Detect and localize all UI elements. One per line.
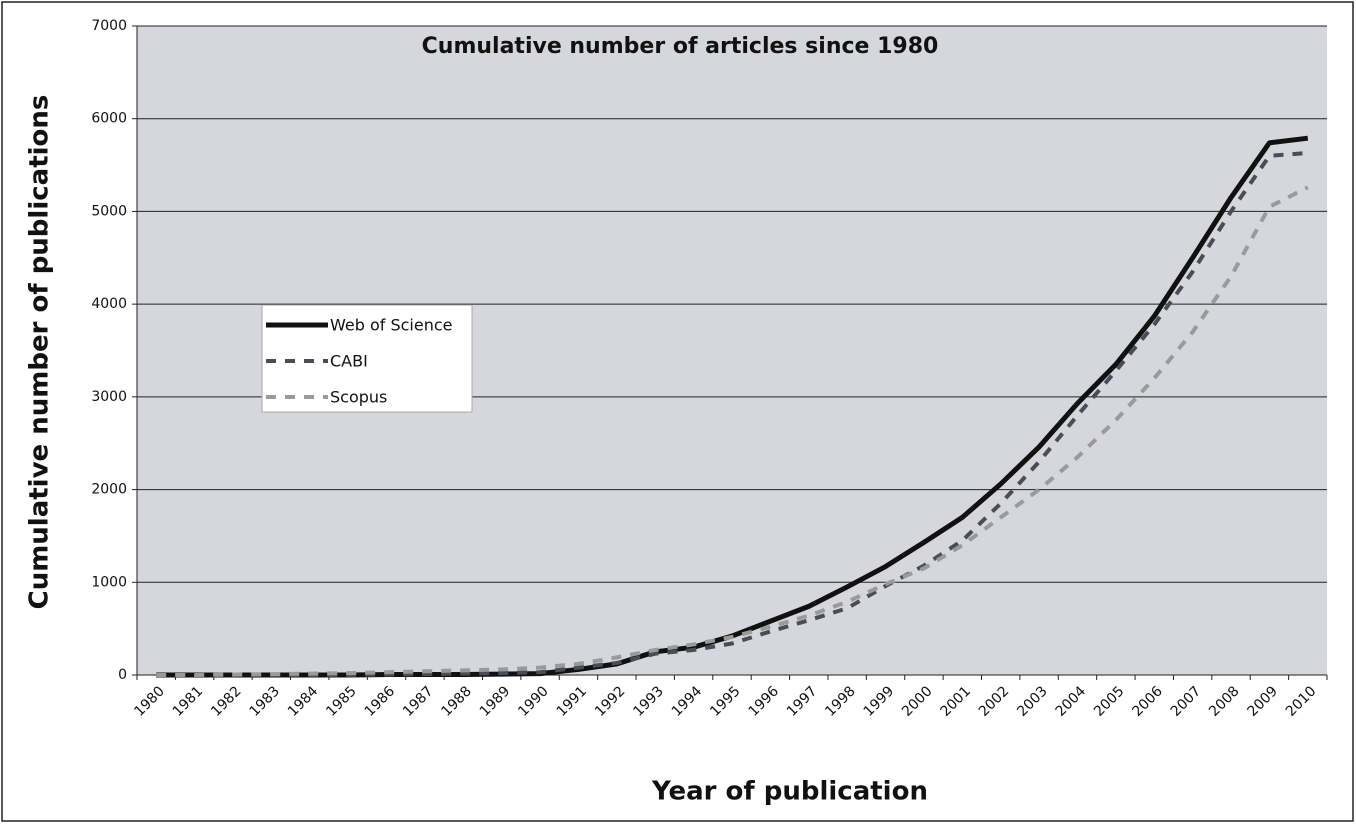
- legend-label: CABI: [330, 352, 368, 371]
- y-tick-label: 2000: [91, 482, 127, 498]
- y-axis-title: Cumulative number of publications: [25, 95, 55, 610]
- chart-title: Cumulative number of articles since 1980: [422, 34, 939, 59]
- legend-label: Scopus: [330, 388, 387, 407]
- y-tick-label: 6000: [91, 111, 127, 127]
- series-line: [156, 185, 1309, 677]
- y-tick-label: 1000: [91, 574, 127, 590]
- y-tick-label: 3000: [91, 389, 127, 405]
- x-axis-title: Year of publication: [651, 777, 928, 807]
- y-tick-label: 5000: [91, 203, 127, 219]
- y-tick-label: 4000: [91, 296, 127, 312]
- legend-label: Web of Science: [330, 316, 453, 335]
- y-tick-label: 7000: [91, 18, 127, 34]
- y-tick-label: 0: [118, 667, 127, 683]
